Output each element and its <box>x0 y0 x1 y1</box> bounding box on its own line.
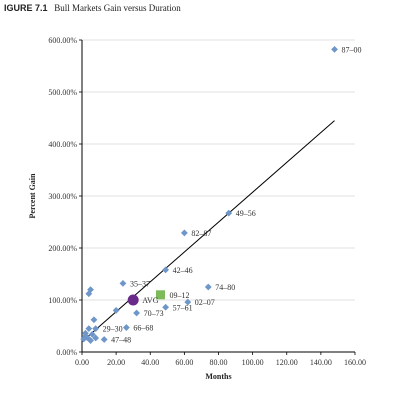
data-point <box>122 324 130 331</box>
data-point <box>112 307 120 314</box>
point-label: 57–61 <box>173 303 193 312</box>
figure-title: Bull Markets Gain versus Duration <box>54 3 181 13</box>
data-point <box>92 325 100 332</box>
data-point <box>331 45 338 53</box>
data-point <box>90 316 98 324</box>
point-label: 47–48 <box>111 336 131 345</box>
point-label: 66–68 <box>133 324 153 333</box>
x-axis-title: Months <box>205 372 231 381</box>
data-point <box>85 290 93 298</box>
data-point <box>225 209 233 217</box>
x-tick-label: 140.00 <box>310 358 332 367</box>
data-points <box>80 45 338 344</box>
point-label: 82–87 <box>191 229 211 238</box>
point-label: 70–73 <box>144 309 164 318</box>
data-point <box>133 309 140 317</box>
data-point <box>87 337 94 344</box>
avg-point <box>127 294 139 306</box>
data-point <box>87 286 94 293</box>
data-point <box>184 298 192 306</box>
x-tick-label: 0.00 <box>75 358 89 367</box>
y-tick-label: 300.00% <box>48 192 77 201</box>
y-tick-label: 100.00% <box>48 296 77 305</box>
y-tick-label: 400.00% <box>48 140 77 149</box>
point-label: 35–37 <box>130 279 150 288</box>
data-point <box>85 325 93 332</box>
data-point <box>162 266 170 274</box>
trendline-group <box>81 120 335 342</box>
y-tick-label: 500.00% <box>48 88 77 97</box>
data-point <box>180 229 188 237</box>
current-point <box>155 290 165 300</box>
x-tick-label: 160.00 <box>344 358 366 367</box>
x-tick-label: 60.00 <box>175 358 193 367</box>
x-tick-label: 40.00 <box>141 358 159 367</box>
trendline <box>81 120 335 342</box>
data-point <box>204 283 212 291</box>
gridlines <box>82 39 355 301</box>
y-tick-label: 0.00% <box>56 348 77 357</box>
point-label: 87–00 <box>342 45 362 54</box>
point-label: 49–56 <box>236 209 256 218</box>
x-tick-label: 20.00 <box>107 358 125 367</box>
current-label: 09–12 <box>169 291 189 300</box>
data-point <box>82 333 89 340</box>
figure-number: IGURE 7.1 <box>4 3 48 13</box>
data-point <box>162 303 170 311</box>
point-label: 74–80 <box>215 283 235 292</box>
point-label: 29–30 <box>103 325 123 334</box>
tick-labels: 0.00% 100.00% 200.00% 300.00% 400.00% 500.00%… <box>48 36 366 367</box>
avg-label: AVG <box>142 296 159 305</box>
point-label: 02–07 <box>195 298 215 307</box>
figure-caption: IGURE 7.1 Bull Markets Gain versus Durat… <box>4 3 181 13</box>
x-tick-label: 80.00 <box>210 358 228 367</box>
point-label: 42–46 <box>173 266 193 275</box>
y-tick-label: 600.00% <box>48 36 77 45</box>
data-point <box>80 335 88 343</box>
x-tick-label: 120.00 <box>276 358 298 367</box>
y-tick-label: 200.00% <box>48 244 77 253</box>
data-point <box>88 330 96 338</box>
data-point <box>92 334 100 342</box>
y-axis-title: Percent Gain <box>28 173 37 219</box>
point-labels: 87–00 49–56 82–87 42–46 74–80 35–37 02–0757–61… <box>103 45 362 344</box>
data-point <box>119 279 127 287</box>
x-tick-label: 100.00 <box>242 358 264 367</box>
axes <box>79 39 356 355</box>
data-point <box>100 336 108 343</box>
